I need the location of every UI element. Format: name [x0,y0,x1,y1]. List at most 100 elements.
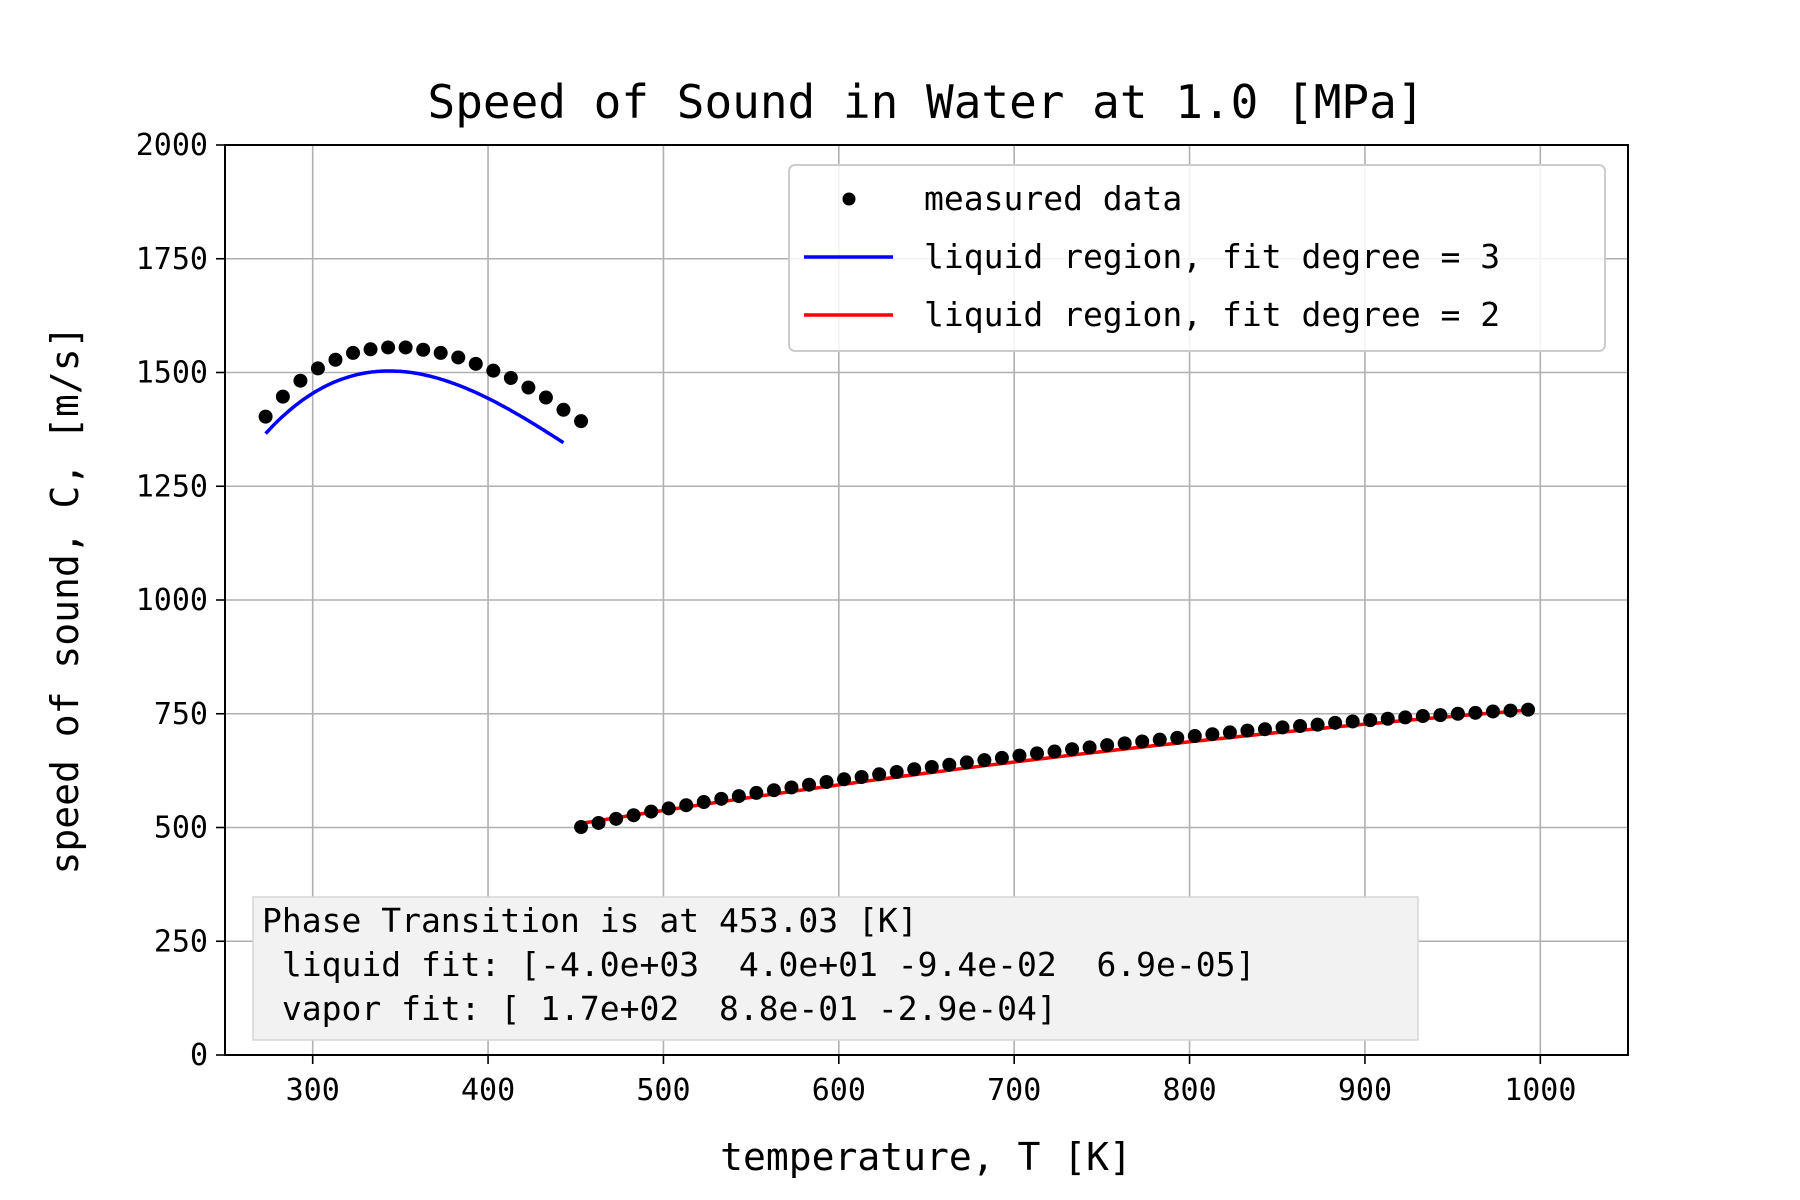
annotation-line-1: Phase Transition is at 453.03 [K] [262,901,918,940]
annotation-background [252,896,1419,1041]
data-point [959,755,974,770]
x-tick-label: 1000 [1504,1073,1576,1108]
y-tick-label: 1250 [136,469,208,504]
data-point [503,370,518,385]
data-point [1240,723,1255,738]
data-point [714,791,729,806]
data-point [538,390,553,405]
annotation-box: Phase Transition is at 453.03 [K] liquid… [252,896,1419,1041]
data-point [433,345,448,360]
data-point [1521,702,1536,717]
annotation-line-2: liquid fit: [-4.0e+03 4.0e+01 -9.4e-02 6… [262,945,1255,984]
data-point [1065,742,1080,757]
chart-title: Speed of Sound in Water at 1.0 [MPa] [428,75,1425,129]
data-point [766,783,781,798]
data-point [1275,720,1290,735]
data-point [1380,711,1395,726]
data-point [468,356,483,371]
y-tick-label: 1000 [136,583,208,618]
x-tick-label: 400 [461,1073,515,1108]
data-point [837,772,852,787]
y-tick-label: 0 [190,1038,208,1073]
y-tick-label: 750 [154,697,208,732]
data-point [994,750,1009,765]
data-point [416,342,431,357]
legend-label-fit3: liquid region, fit degree = 3 [924,237,1500,276]
data-point [1152,732,1167,747]
x-tick-label: 800 [1162,1073,1216,1108]
data-point [977,753,992,768]
data-point [889,764,904,779]
x-tick-label: 600 [812,1073,866,1108]
data-point [398,340,413,355]
data-point [626,808,641,823]
data-point [521,380,536,395]
x-tick-label: 700 [987,1073,1041,1108]
data-point [1485,704,1500,719]
data-point [1187,729,1202,744]
data-point [872,767,887,782]
data-point [731,789,746,804]
data-point [1117,736,1132,751]
data-point [854,769,869,784]
x-tick-label: 300 [286,1073,340,1108]
data-point [1135,734,1150,749]
data-point [801,777,816,792]
y-tick-label: 1500 [136,356,208,391]
data-point [574,820,589,835]
data-point [696,795,711,810]
data-point [1415,709,1430,724]
data-point [1222,725,1237,740]
data-point [1257,722,1272,737]
axis-ticks: 300 400 500 600 700 800 900 1000 0 250 500 750 1000 1… [136,128,1577,1108]
data-point [1170,730,1185,745]
data-point [346,345,361,360]
data-point [381,340,396,355]
data-point [609,811,624,826]
data-point [749,785,764,800]
legend-label-fit2: liquid region, fit degree = 2 [924,295,1500,334]
y-tick-label: 2000 [136,128,208,163]
y-tick-label: 250 [154,924,208,959]
x-axis-label: temperature, T [K] [720,1135,1132,1179]
data-point [1328,715,1343,730]
data-point [328,352,343,367]
data-point [293,373,308,388]
data-point [1450,706,1465,721]
legend: measured data liquid region, fit degree … [788,164,1606,352]
data-point [1398,710,1413,725]
data-point [1503,703,1518,718]
legend-label-measured: measured data [924,179,1182,218]
annotation-line-3: vapor fit: [ 1.7e+02 8.8e-01 -2.9e-04] [262,989,1057,1028]
data-point [679,798,694,813]
data-point [275,389,290,404]
data-point [1029,746,1044,761]
y-tick-label: 1750 [136,242,208,277]
data-point [1363,713,1378,728]
y-tick-label: 500 [154,811,208,846]
fit-curve-liquid [264,369,565,445]
legend-background [788,164,1606,352]
data-point [1468,705,1483,720]
y-axis-label: speed of sound, C, [m/s] [43,325,87,874]
data-point [1100,738,1115,753]
data-point [591,815,606,830]
data-point [784,780,799,795]
data-point [486,363,501,378]
data-point [1012,748,1027,763]
x-tick-label: 900 [1338,1073,1392,1108]
data-point [661,801,676,816]
data-point [1205,727,1220,742]
data-point [1047,744,1062,759]
data-point [574,414,589,429]
data-point [819,775,834,789]
data-point [258,409,273,424]
data-point [310,361,325,376]
data-point [1310,717,1325,732]
data-point [1345,714,1360,729]
data-point [924,759,939,774]
data-point [644,804,659,819]
data-point [942,757,957,772]
legend-measured-marker [842,192,856,206]
